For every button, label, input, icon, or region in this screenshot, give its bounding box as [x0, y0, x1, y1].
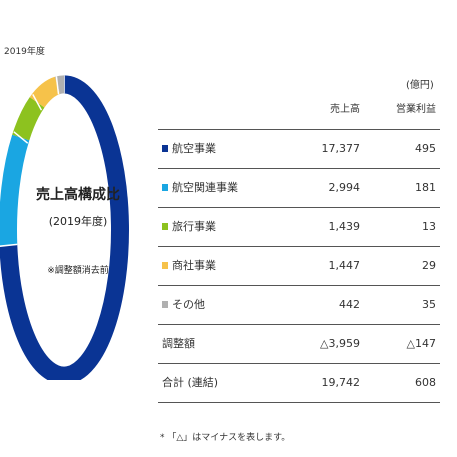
row-operating-income: 181 [415, 181, 436, 194]
table-row-travel: 旅行事業 1,439 13 [158, 207, 440, 246]
segment-table: 航空事業 17,377 495 航空関連事業 2,994 181 旅行事業 1,… [158, 129, 440, 403]
row-sales: 442 [339, 298, 360, 311]
row-sales: 1,447 [328, 259, 361, 272]
table-row-adjustment: 調整額 △3,959 △147 [158, 324, 440, 363]
donut-chart-svg [0, 75, 129, 380]
donut-separator [0, 243, 18, 247]
chart-note: ※調整額消去前 [47, 266, 109, 276]
row-label: 商社事業 [172, 259, 216, 272]
chart-title: 売上高構成比 [36, 187, 120, 203]
donut-slice-travel [12, 97, 45, 141]
row-label: 合計 (連結) [162, 376, 219, 389]
legend-swatch-airline [162, 145, 168, 152]
table-row-other: その他 442 35 [158, 285, 440, 324]
chart-subtitle: (2019年度) [48, 215, 108, 228]
row-label: 航空関連事業 [172, 181, 238, 194]
legend-swatch-trading [162, 262, 168, 269]
row-sales: 2,994 [328, 181, 361, 194]
row-operating-income: 35 [422, 298, 436, 311]
table-row-trading: 商社事業 1,447 29 [158, 246, 440, 285]
donut-slice-trading [29, 76, 61, 108]
row-operating-income: 608 [415, 376, 436, 389]
donut-slice-airline-related [0, 134, 30, 246]
footnote: * 「△」はマイナスを表します。 [160, 433, 291, 443]
row-operating-income: 13 [422, 220, 436, 233]
row-operating-income: 495 [415, 142, 436, 155]
legend-swatch-airline-related [162, 184, 168, 191]
donut-separator [13, 131, 29, 144]
row-label: 旅行事業 [172, 220, 216, 233]
table-row-airline: 航空事業 17,377 495 [158, 129, 440, 168]
donut-separator [32, 94, 43, 111]
row-sales: 1,439 [328, 220, 361, 233]
row-label: 航空事業 [172, 142, 216, 155]
donut-separator [55, 76, 60, 95]
table-row-total: 合計 (連結) 19,742 608 [158, 363, 440, 403]
row-operating-income: 29 [422, 259, 436, 272]
row-sales: 17,377 [321, 142, 361, 155]
header-sales: 売上高 [330, 104, 360, 115]
row-label: 調整額 [162, 337, 195, 350]
row-sales: △3,959 [320, 337, 360, 350]
legend-swatch-travel [162, 223, 168, 230]
donut-slice-airline [0, 75, 129, 380]
table-row-airline-related: 航空関連事業 2,994 181 [158, 168, 440, 207]
donut-slice-other [54, 75, 65, 95]
row-operating-income: △147 [406, 337, 436, 350]
header-operating-income: 営業利益 [396, 104, 436, 115]
unit-label: (億円) [406, 80, 434, 91]
legend-swatch-other [162, 301, 168, 308]
donut-chart [0, 70, 136, 380]
year-label: 2019年度 [4, 47, 45, 57]
row-label: その他 [172, 298, 205, 311]
row-sales: 19,742 [321, 376, 361, 389]
